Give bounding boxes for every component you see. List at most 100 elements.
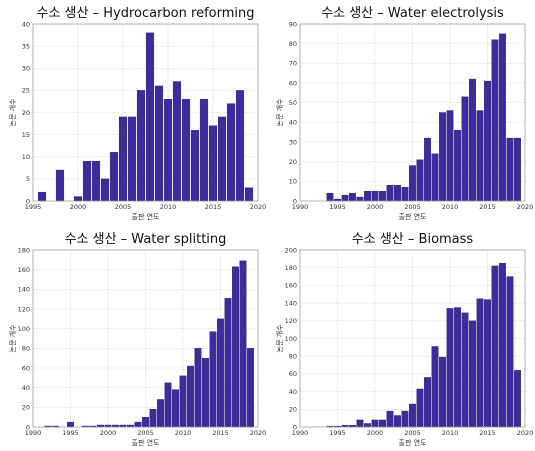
bar (491, 39, 499, 202)
bar (217, 318, 224, 428)
y-tick-label: 30 (22, 65, 30, 73)
y-tick-label: 140 (18, 286, 30, 294)
bar (326, 192, 334, 202)
plot-area (299, 23, 526, 202)
bar (506, 276, 514, 428)
bar (484, 299, 491, 428)
bar (469, 78, 476, 202)
y-tick-label: 200 (285, 246, 297, 254)
y-tick-label: 120 (285, 317, 297, 325)
chart-title: 수소 생산 – Water electrolysis (321, 6, 504, 21)
y-tick-label: 160 (18, 266, 30, 274)
bar (164, 382, 172, 428)
y-axis-label: 논문 개수 (275, 324, 284, 353)
plot-area (32, 249, 259, 428)
y-tick-label: 160 (285, 282, 297, 290)
y-tick-label: 40 (22, 20, 30, 28)
y-axis-label: 논문 개수 (8, 324, 17, 353)
chart-panel-water-electrolysis: 수소 생산 – Water electrolysis 0 10 20 30 40 50 60 7… (267, 0, 534, 225)
bar (431, 153, 439, 202)
bar (55, 169, 65, 202)
bar (136, 90, 146, 202)
x-tick-label: 2005 (404, 429, 421, 437)
y-tick-label: 80 (289, 353, 297, 361)
x-tick-label: 2020 (250, 429, 267, 437)
bar (386, 185, 394, 202)
x-tick-label: 2005 (137, 429, 154, 437)
bar (379, 190, 386, 202)
x-tick-label: 1990 (25, 429, 42, 437)
bar (476, 298, 484, 428)
x-tick-label: 2005 (115, 203, 132, 211)
y-tick-label: 15 (22, 131, 30, 139)
chart-svg-biomass: 수소 생산 – Biomass 0 20 40 60 80 100 120 140 160 180 2… (275, 232, 534, 447)
bar (67, 421, 74, 428)
bar (416, 388, 424, 428)
bar (476, 110, 484, 202)
y-tick-label: 30 (289, 138, 297, 146)
y-tick-label: 100 (285, 335, 297, 343)
bar (172, 81, 182, 202)
x-tick-label: 2000 (100, 429, 117, 437)
bar (431, 346, 439, 428)
bar (401, 410, 409, 428)
bar (73, 196, 83, 202)
bar (386, 410, 394, 428)
bar (349, 192, 356, 202)
chart-panel-hydrocarbon-reforming: 수소 생산 – Hydrocarbon reforming 0 5 10 15 20 25 3… (0, 0, 267, 225)
y-tick-label: 90 (289, 20, 297, 28)
bar (499, 33, 506, 202)
x-tick-label: 2015 (479, 203, 496, 211)
y-tick-label: 80 (289, 40, 297, 48)
y-tick-label: 60 (289, 79, 297, 87)
chart-svg-water-electrolysis: 수소 생산 – Water electrolysis 0 10 20 30 40 50 60 7… (275, 6, 533, 221)
bar (356, 196, 364, 202)
bar (232, 266, 239, 428)
bar (134, 421, 142, 428)
chart-svg-hydrocarbon-reforming: 수소 생산 – Hydrocarbon reforming 0 5 10 15 20 25 3… (8, 6, 266, 221)
x-tick-label: 2010 (442, 203, 459, 211)
bar (356, 419, 364, 428)
bar (514, 370, 521, 428)
y-tick-label: 50 (289, 99, 297, 107)
y-axis-label: 논문 개수 (8, 98, 17, 127)
y-tick-label: 100 (18, 325, 30, 333)
y-tick-label: 180 (285, 264, 297, 272)
x-tick-label: 1995 (25, 203, 42, 211)
bar (454, 129, 461, 202)
y-tick-label: 40 (289, 119, 297, 127)
y-tick-label: 25 (22, 87, 30, 95)
bar (491, 265, 499, 428)
bar (172, 389, 179, 428)
x-tick-label: 1990 (292, 429, 309, 437)
bar (226, 103, 236, 202)
bar (469, 320, 476, 428)
x-tick-label: 1990 (292, 203, 309, 211)
bar (187, 365, 194, 428)
bar (157, 399, 164, 428)
bar (394, 415, 401, 428)
plot-area (32, 23, 259, 202)
y-tick-label: 40 (289, 388, 297, 396)
bar (208, 125, 218, 202)
y-tick-label: 10 (289, 178, 297, 186)
bar (371, 419, 379, 428)
bar (209, 331, 217, 428)
x-tick-label: 2020 (517, 429, 534, 437)
bar (82, 160, 92, 202)
bar (179, 375, 187, 428)
bar (461, 312, 469, 428)
bar (446, 110, 454, 202)
x-tick-label: 1995 (329, 203, 346, 211)
y-tick-label: 0 (293, 423, 297, 431)
bar (424, 377, 431, 428)
y-tick-label: 35 (22, 42, 30, 50)
bar (127, 116, 137, 202)
y-tick-label: 140 (285, 299, 297, 307)
x-axis-label: 출판 연도 (132, 438, 161, 447)
y-tick-label: 60 (22, 364, 30, 372)
bar (142, 416, 149, 428)
y-tick-label: 180 (18, 246, 30, 254)
x-tick-label: 2015 (212, 429, 229, 437)
x-tick-label: 2015 (205, 203, 222, 211)
